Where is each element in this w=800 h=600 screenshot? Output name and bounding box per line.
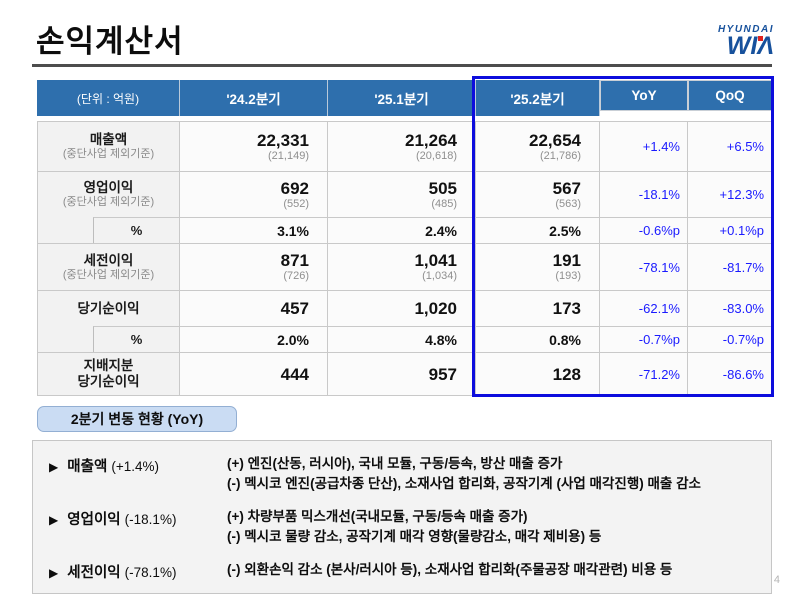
logo-wia-text: WIΛ: [726, 32, 774, 60]
quarterly-change-notes: ▶ 매출액 (+1.4%) (+) 엔진(산동, 러시아), 국내 모듈, 구동…: [32, 440, 772, 594]
row-label: 세전이익 (중단사업 제외기준): [37, 243, 180, 290]
qoq-value: -86.6%: [688, 352, 772, 396]
page-title: 손익계산서: [36, 24, 184, 59]
bullet-triangle-icon: ▶: [49, 460, 59, 474]
yoy-value: +1.4%: [600, 121, 688, 171]
yoy-value: -0.6%p: [600, 217, 688, 243]
bullet-triangle-icon: ▶: [49, 566, 59, 580]
logo-red-dot-icon: [758, 36, 763, 41]
yoy-value: -18.1%: [600, 171, 688, 217]
col-header-25q2: '25.2분기: [476, 80, 600, 116]
table-row-pretax-profit: 세전이익 (중단사업 제외기준) 871 (726) 1,041 (1,034) 1…: [37, 243, 772, 290]
qoq-value: +6.5%: [688, 121, 772, 171]
qoq-value: -0.7%p: [688, 326, 772, 352]
row-label: 지배지분 당기순이익: [37, 352, 180, 396]
table-row-operating-profit: 영업이익 (중단사업 제외기준) 692 (552) 505 (485) 567 (5…: [37, 171, 772, 217]
logo-hyundai-text: HYUNDAI: [717, 24, 774, 35]
note-pretax-profit: ▶ 세전이익 (-78.1%) (-) 외환손익 감소 (본사/러시아 등), …: [49, 562, 673, 581]
table-row-controlling-net-profit: 지배지분 당기순이익 444 957 128 -71.2% -86.6%: [37, 352, 772, 396]
yoy-value: -62.1%: [600, 290, 688, 326]
table-row-net-profit: 당기순이익 457 1,020 173 -62.1% -83.0%: [37, 290, 772, 326]
row-label: 영업이익 (중단사업 제외기준): [37, 171, 180, 217]
qoq-value: +12.3%: [688, 171, 772, 217]
qoq-value: -81.7%: [688, 243, 772, 290]
note-revenue: ▶ 매출액 (+1.4%) (+) 엔진(산동, 러시아), 국내 모듈, 구동…: [49, 456, 701, 491]
unit-label: (단위 : 억원): [37, 80, 180, 116]
yoy-value: -78.1%: [600, 243, 688, 290]
note-operating-profit: ▶ 영업이익 (-18.1%) (+) 차량부품 믹스개선(국내모듈, 구동/등…: [49, 509, 602, 544]
col-header-qoq: QoQ: [688, 80, 772, 116]
bullet-triangle-icon: ▶: [49, 513, 59, 527]
row-label: %: [37, 217, 180, 243]
header-gap: [37, 116, 772, 121]
title-underline: [32, 64, 772, 67]
page-number: 4: [773, 574, 780, 586]
col-header-24q2: '24.2분기: [180, 80, 328, 116]
col-header-yoy: YoY: [600, 80, 688, 116]
table-header-row: (단위 : 억원) '24.2분기 '25.1분기 '25.2분기 YoY Qo…: [37, 80, 772, 116]
qoq-value: +0.1%p: [688, 217, 772, 243]
table-row-op-margin: % 3.1% 2.4% 2.5% -0.6%p +0.1%p: [37, 217, 772, 243]
table-row-revenue: 매출액 (중단사업 제외기준) 22,331 (21,149) 21,264 (20…: [37, 121, 772, 171]
qoq-value: -83.0%: [688, 290, 772, 326]
col-header-25q1: '25.1분기: [328, 80, 476, 116]
row-label: 매출액 (중단사업 제외기준): [37, 121, 180, 171]
row-label: %: [37, 326, 180, 352]
row-label: 당기순이익: [37, 290, 180, 326]
yoy-value: -71.2%: [600, 352, 688, 396]
income-statement-table: (단위 : 억원) '24.2분기 '25.1분기 '25.2분기 YoY Qo…: [37, 80, 772, 396]
yoy-value: -0.7%p: [600, 326, 688, 352]
hyundai-wia-logo: HYUNDAI WIΛ: [718, 24, 774, 59]
section-tag: 2분기 변동 현황 (YoY): [37, 406, 237, 432]
table-row-net-margin: % 2.0% 4.8% 0.8% -0.7%p -0.7%p: [37, 326, 772, 352]
